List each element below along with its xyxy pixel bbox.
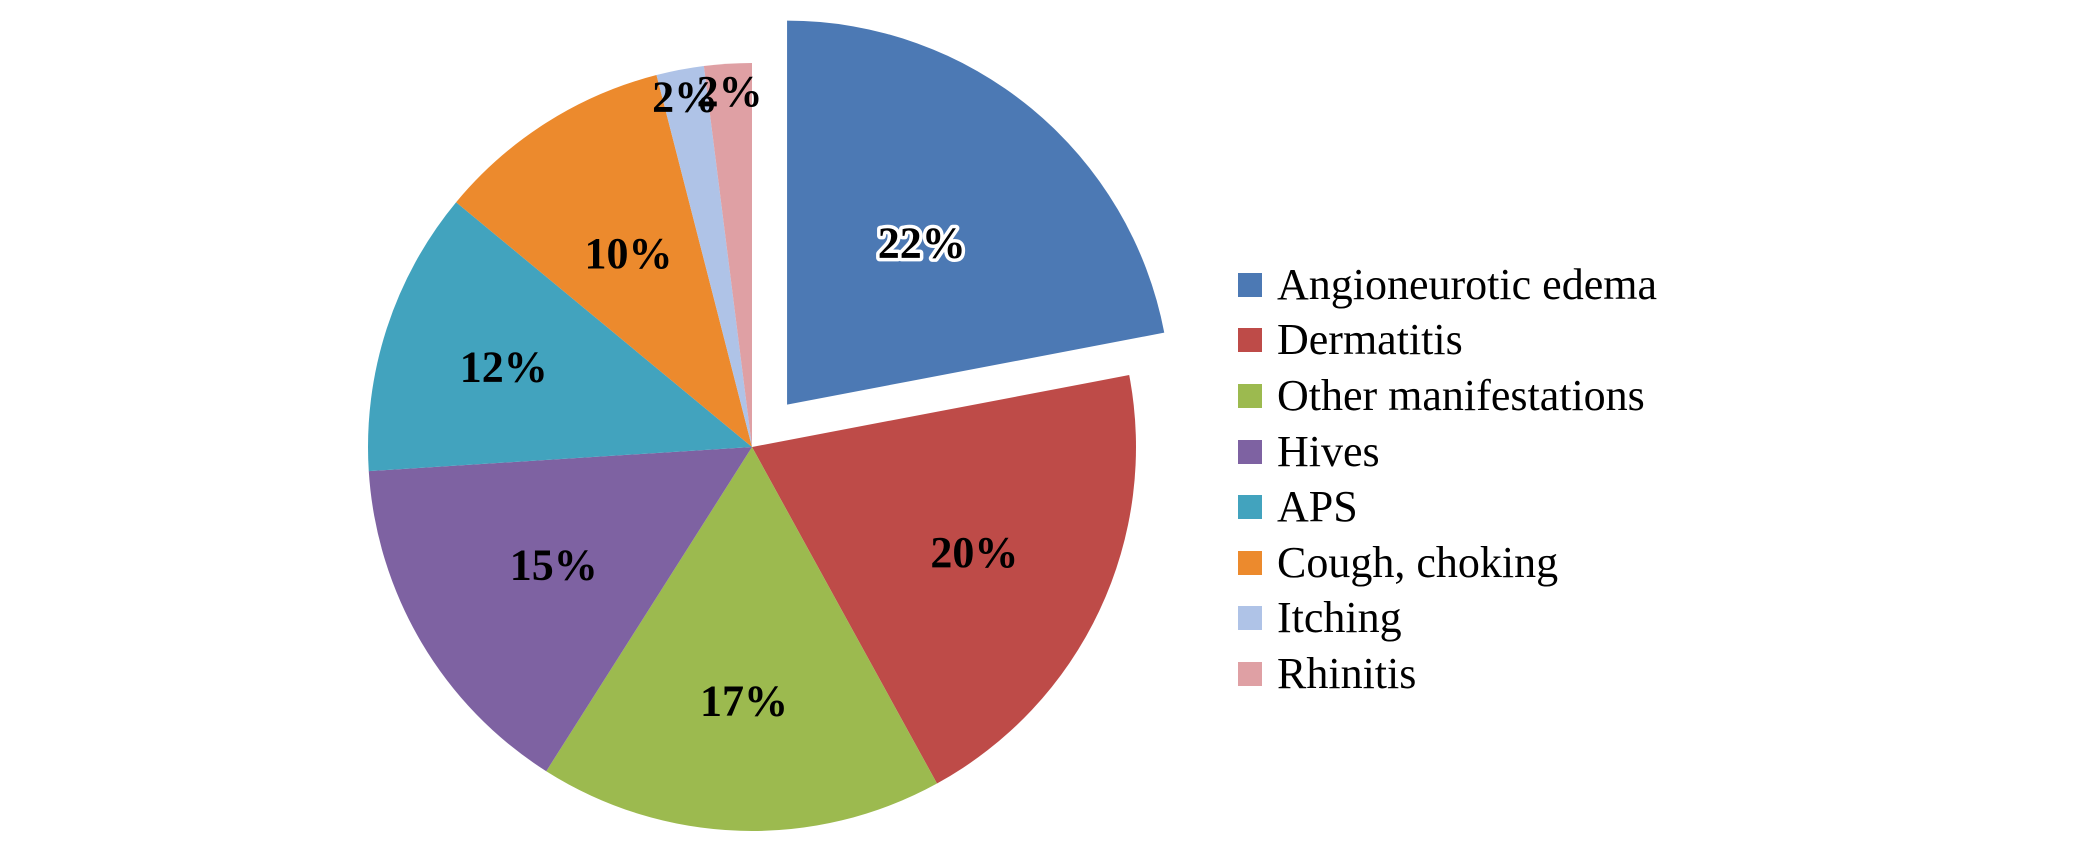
legend-label: APS [1277,482,1358,532]
pie-slice-hives [368,447,752,772]
pie-slice-cough-choking [456,75,752,447]
legend-item-other-manifestations: Other manifestations [1238,368,1657,424]
pie-label-angioneurotic-edema: 22% [878,218,966,267]
legend-swatch-hives [1238,439,1262,464]
legend-item-itching: Itching [1238,591,1657,647]
legend-label: Rhinitis [1277,648,1417,698]
legend-swatch-angioneurotic-edema [1238,272,1262,297]
legend-item-dermatitis: Dermatitis [1238,313,1657,369]
legend-item-hives: Hives [1238,424,1657,480]
pie-slice-dermatitis [752,375,1137,784]
pie-label-hives: 15% [510,541,598,590]
legend-label: Itching [1277,593,1402,643]
pie-slice-rhinitis [703,63,752,447]
legend-swatch-other-manifestations [1238,383,1262,408]
legend: Angioneurotic edema Dermatitis Other manif… [1238,257,1657,702]
pie-slice-aps [368,202,752,472]
pie-label-itching: 2% [652,73,718,122]
pie-label-other-manifestations: 17% [700,677,788,726]
pie-label-cough-choking: 10% [585,229,673,278]
legend-label: Dermatitis [1277,315,1463,365]
legend-label: Hives [1277,426,1380,476]
legend-label: Cough, choking [1277,537,1559,587]
pie-slice-itching [656,66,752,447]
legend-label: Angioneurotic edema [1277,259,1657,309]
pie-label-rhinitis: 2% [697,67,763,116]
pie-label-dermatitis: 20% [930,528,1018,577]
legend-item-rhinitis: Rhinitis [1238,646,1657,702]
legend-swatch-rhinitis [1238,661,1262,686]
legend-item-angioneurotic-edema: Angioneurotic edema [1238,257,1657,313]
legend-swatch-cough-choking [1238,550,1262,575]
legend-item-cough-choking: Cough, choking [1238,535,1657,591]
pie-slice-other-manifestations [546,447,937,831]
pie-label-aps: 12% [460,343,548,392]
legend-swatch-itching [1238,606,1262,631]
legend-item-aps: APS [1238,479,1657,535]
legend-swatch-aps [1238,495,1262,520]
legend-swatch-dermatitis [1238,328,1262,353]
legend-label: Other manifestations [1277,370,1645,420]
pie-slice-angioneurotic-edema [787,20,1165,405]
